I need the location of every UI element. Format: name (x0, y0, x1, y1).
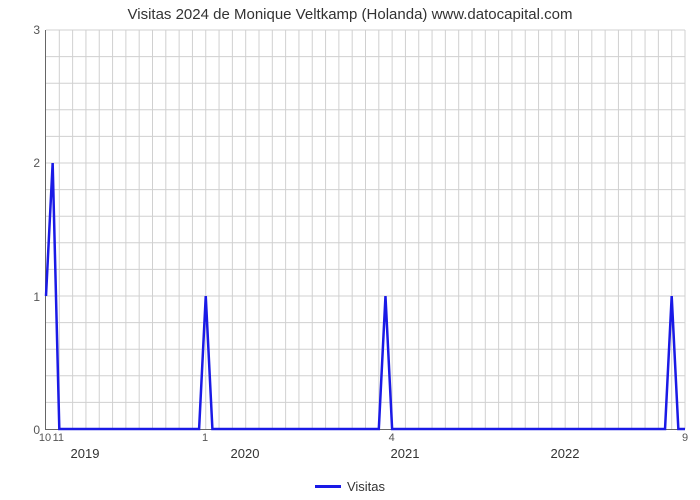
x-tick-label: 1 (202, 432, 208, 444)
x-tick-label: 9 (682, 432, 688, 444)
x-tick-label: 10 (39, 432, 51, 444)
x-year-label: 2021 (391, 446, 420, 461)
vertical-gridlines (59, 30, 685, 429)
x-tick-label: 4 (389, 432, 395, 444)
y-tick-label: 2 (10, 156, 40, 170)
x-year-label: 2020 (231, 446, 260, 461)
legend-label: Visitas (347, 479, 385, 494)
legend-swatch (315, 485, 341, 488)
chart-container: Visitas 2024 de Monique Veltkamp (Holand… (0, 0, 700, 500)
chart-title: Visitas 2024 de Monique Veltkamp (Holand… (0, 6, 700, 23)
plot-area (45, 30, 685, 430)
y-tick-label: 1 (10, 290, 40, 304)
chart-svg (46, 30, 685, 429)
x-year-label: 2019 (71, 446, 100, 461)
y-tick-label: 3 (10, 23, 40, 37)
y-tick-label: 0 (10, 423, 40, 437)
x-tick-label: 11 (53, 432, 64, 444)
x-year-label: 2022 (551, 446, 580, 461)
legend: Visitas (0, 478, 700, 494)
